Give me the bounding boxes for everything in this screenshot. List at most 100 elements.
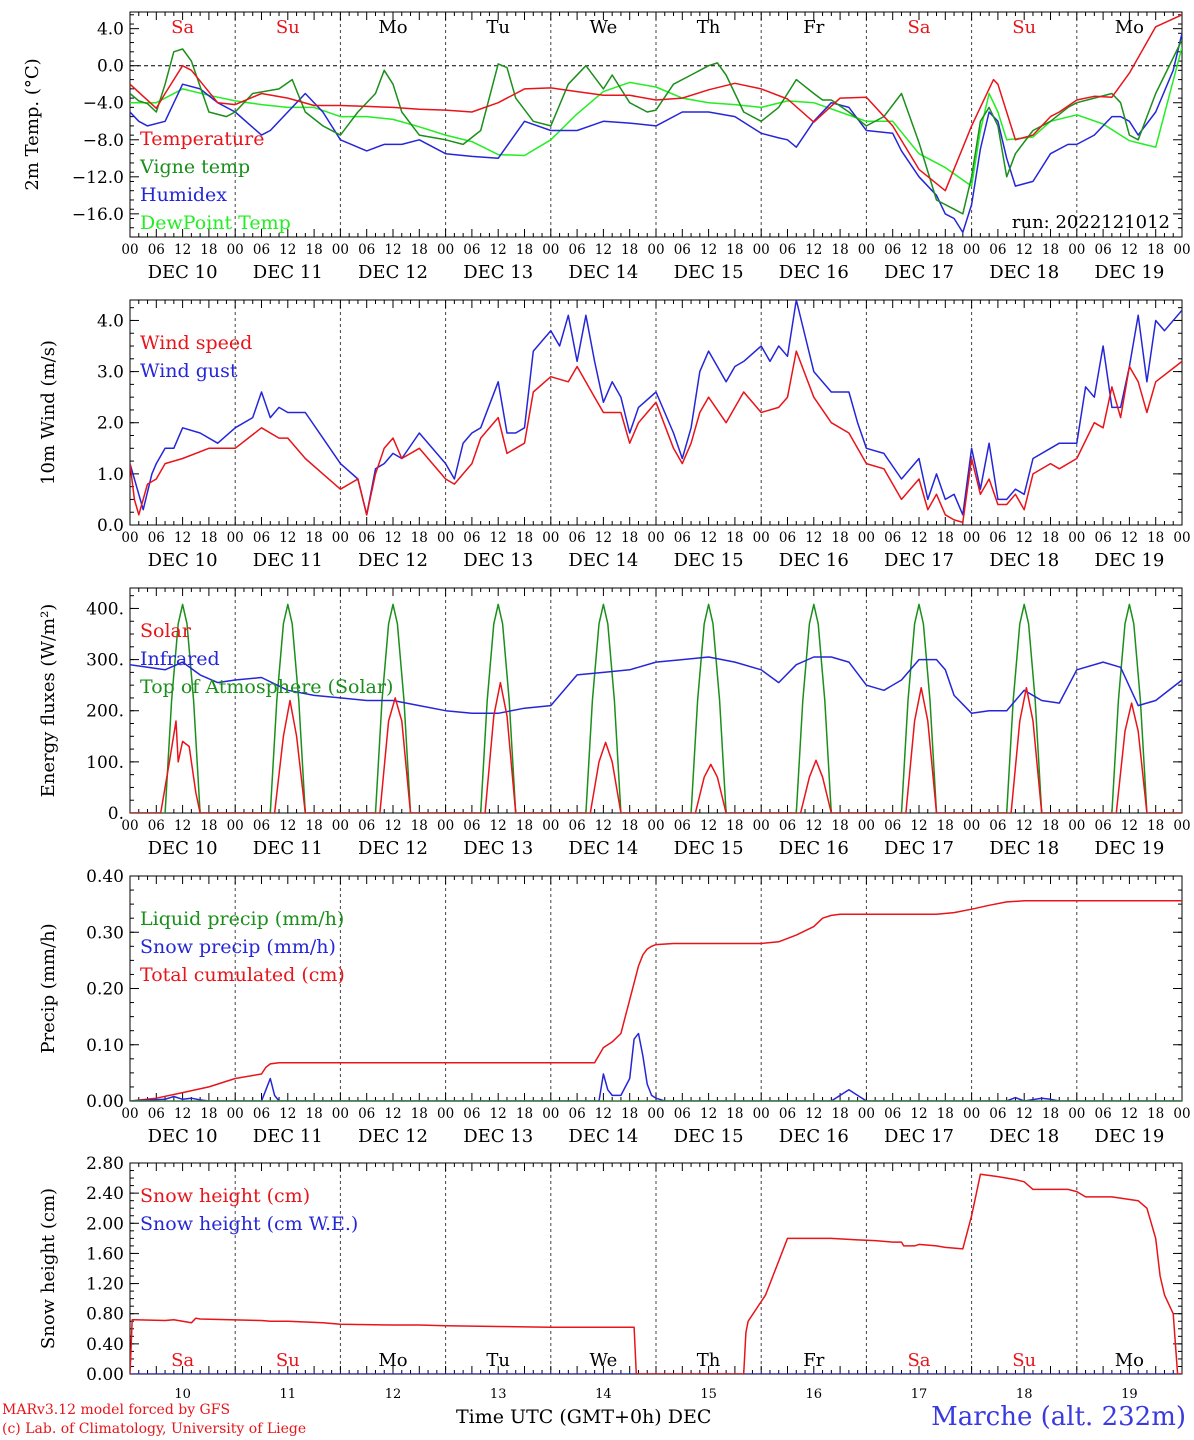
x-hour-label: 18 — [306, 818, 323, 834]
x-hour-label: 06 — [674, 242, 691, 258]
y-tick-label: 4.0 — [97, 311, 124, 331]
x-hour-label: 00 — [332, 1106, 349, 1122]
legend-entry: Snow height (cm) — [140, 1185, 310, 1207]
panel-frame — [129, 11, 1183, 238]
y-tick-label: 100. — [86, 753, 124, 773]
x-day-label: DEC 17 — [884, 1126, 954, 1147]
x-hour-label: 00 — [227, 818, 244, 834]
panel-1: 4.0 0.0 −4.0 −8.0 −12.0 −16.0 2m Temp. (°C) 00 0… — [22, 11, 1191, 283]
x-day-label: DEC 16 — [779, 1126, 849, 1147]
x-hour-label: 06 — [463, 242, 480, 258]
x-day-label: DEC 15 — [674, 550, 744, 571]
x-hour-label: 00 — [1068, 242, 1085, 258]
x-hour-label: 18 — [1147, 242, 1164, 258]
x-hour-label: 12 — [1016, 530, 1033, 546]
legend-entry: Snow precip (mm/h) — [140, 936, 336, 958]
y-tick-label: 0.80 — [86, 1305, 124, 1325]
legend-entry: Wind gust — [140, 360, 238, 382]
panel-3: 400. 300. 200. 100. 0. Energy fluxes (W/m²) 00… — [38, 587, 1191, 859]
x-hour-label: 00 — [1173, 1106, 1190, 1122]
y-tick-label: 0.20 — [86, 980, 124, 1000]
weekday-label-bottom: Sa — [907, 1350, 930, 1371]
series-line — [130, 1173, 1182, 1374]
day-number-label: 14 — [595, 1387, 612, 1402]
series-group — [130, 14, 1182, 234]
x-hour-label: 06 — [253, 818, 270, 834]
x-hour-label: 00 — [858, 818, 875, 834]
x-hour-label: 18 — [726, 530, 743, 546]
x-hour-label: 00 — [858, 530, 875, 546]
y-axis-label: Energy fluxes (W/m²) — [38, 604, 59, 798]
x-hour-label: 00 — [647, 1106, 664, 1122]
y-tick-label: 0.40 — [86, 867, 124, 887]
x-hour-label: 06 — [884, 818, 901, 834]
x-hour-label: 06 — [569, 242, 586, 258]
x-hour-label: 18 — [1042, 242, 1059, 258]
x-day-label: DEC 19 — [1094, 550, 1164, 571]
x-hour-label: 18 — [726, 242, 743, 258]
x-hour-label: 18 — [516, 1106, 533, 1122]
x-hour-label: 06 — [884, 1106, 901, 1122]
x-hour-label: 18 — [832, 530, 849, 546]
x-hour-label: 00 — [437, 818, 454, 834]
legend-entry: Liquid precip (mm/h) — [140, 908, 344, 930]
x-hour-label: 12 — [174, 242, 191, 258]
x-day-label: DEC 18 — [989, 550, 1059, 571]
x-hour-label: 06 — [989, 242, 1006, 258]
legend-entry: Top of Atmosphere (Solar) — [140, 676, 393, 698]
series-group — [130, 1173, 1182, 1374]
x-hour-label: 00 — [1068, 530, 1085, 546]
x-hour-label: 12 — [279, 530, 296, 546]
series-group — [130, 300, 1182, 524]
x-hour-label: 06 — [569, 530, 586, 546]
x-day-label: DEC 13 — [463, 550, 533, 571]
x-day-label: DEC 18 — [989, 1126, 1059, 1147]
x-day-label: DEC 13 — [463, 262, 533, 283]
x-hour-label: 06 — [989, 818, 1006, 834]
x-hour-label: 18 — [832, 1106, 849, 1122]
x-hour-label: 00 — [963, 818, 980, 834]
x-day-label: DEC 14 — [568, 1126, 638, 1147]
y-axis-label: 10m Wind (m/s) — [38, 340, 59, 485]
x-day-label: DEC 12 — [358, 262, 428, 283]
y-tick-label: 300. — [86, 651, 124, 671]
y-tick-label: 3.0 — [97, 363, 124, 383]
weekday-label-top: Mo — [378, 17, 407, 38]
x-hour-label: 00 — [1068, 1106, 1085, 1122]
x-hour-label: 06 — [569, 1106, 586, 1122]
x-hour-label: 06 — [674, 818, 691, 834]
x-hour-label: 06 — [463, 1106, 480, 1122]
y-tick-label: 4.0 — [97, 20, 124, 40]
x-hour-label: 12 — [910, 242, 927, 258]
x-hour-label: 00 — [647, 818, 664, 834]
x-hour-label: 18 — [1147, 1106, 1164, 1122]
x-hour-label: 18 — [621, 1106, 638, 1122]
y-axis-label: Precip (mm/h) — [38, 923, 59, 1053]
x-hour-label: 06 — [463, 530, 480, 546]
series-line — [130, 603, 1182, 813]
x-hour-label: 12 — [490, 242, 507, 258]
x-hour-label: 18 — [937, 242, 954, 258]
x-day-label: DEC 19 — [1094, 838, 1164, 859]
x-hour-label: 00 — [542, 818, 559, 834]
day-number-label: 13 — [490, 1387, 507, 1402]
x-hour-label: 00 — [963, 530, 980, 546]
weekday-label-bottom: Su — [276, 1350, 300, 1371]
y-axis-label: Snow height (cm) — [38, 1188, 59, 1349]
x-hour-label: 18 — [411, 1106, 428, 1122]
x-hour-label: 00 — [753, 818, 770, 834]
legend-entry: DewPoint Temp — [140, 212, 291, 234]
x-hour-label: 00 — [858, 242, 875, 258]
x-hour-label: 06 — [463, 818, 480, 834]
x-day-label: DEC 10 — [148, 262, 218, 283]
run-label: run: 2022121012 — [1012, 212, 1170, 233]
y-tick-label: −16.0 — [72, 205, 124, 225]
series-line — [130, 47, 1182, 187]
x-hour-label: 00 — [1173, 818, 1190, 834]
x-day-label: DEC 17 — [884, 550, 954, 571]
series-line — [130, 14, 1182, 192]
x-hour-label: 06 — [1095, 1106, 1112, 1122]
x-hour-label: 18 — [411, 530, 428, 546]
x-hour-label: 06 — [779, 242, 796, 258]
x-hour-label: 18 — [1147, 530, 1164, 546]
